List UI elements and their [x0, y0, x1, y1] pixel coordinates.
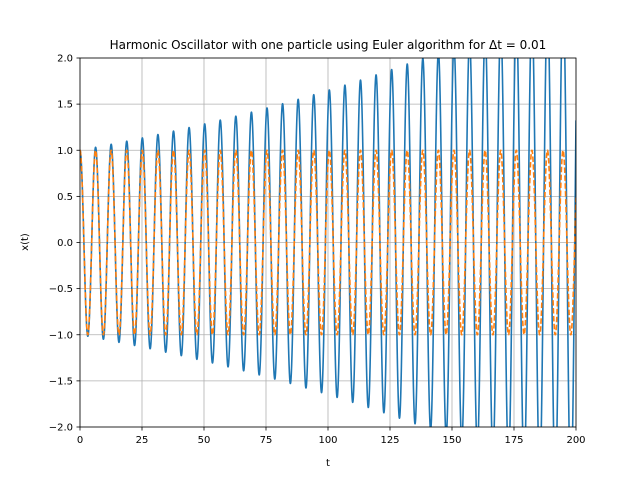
y-tick-label: 0.0 — [57, 238, 73, 249]
y-tick-label: 1.5 — [57, 100, 73, 111]
series-layer — [80, 58, 576, 427]
y-axis-label: x(t) — [20, 233, 31, 251]
x-tick-label: 100 — [318, 435, 337, 446]
x-tick-label: 200 — [566, 435, 585, 446]
x-tick-label: 175 — [504, 435, 523, 446]
y-tick-label: −2.0 — [49, 423, 73, 434]
x-tick-label: 25 — [136, 435, 149, 446]
x-tick-label: 50 — [198, 435, 211, 446]
chart-title: Harmonic Oscillator with one particle us… — [110, 38, 547, 52]
y-tick-label: −1.5 — [49, 376, 73, 387]
x-tick-label: 125 — [380, 435, 399, 446]
y-tick-label: 0.5 — [57, 192, 73, 203]
y-tick-label: 2.0 — [57, 54, 73, 65]
y-tick-label: 1.0 — [57, 146, 73, 157]
x-tick-label: 150 — [442, 435, 461, 446]
x-tick-label: 0 — [77, 435, 83, 446]
y-tick-label: −1.0 — [49, 330, 73, 341]
series-exact-line — [80, 149, 576, 336]
x-axis-label: t — [326, 458, 330, 469]
y-tick-label: −0.5 — [49, 284, 73, 295]
ticks: 0 25 50 75 100 125 150 175 200 −2.0 −1.5 −1.0 −0.5 0.… — [49, 54, 586, 447]
x-tick-label: 75 — [260, 435, 273, 446]
